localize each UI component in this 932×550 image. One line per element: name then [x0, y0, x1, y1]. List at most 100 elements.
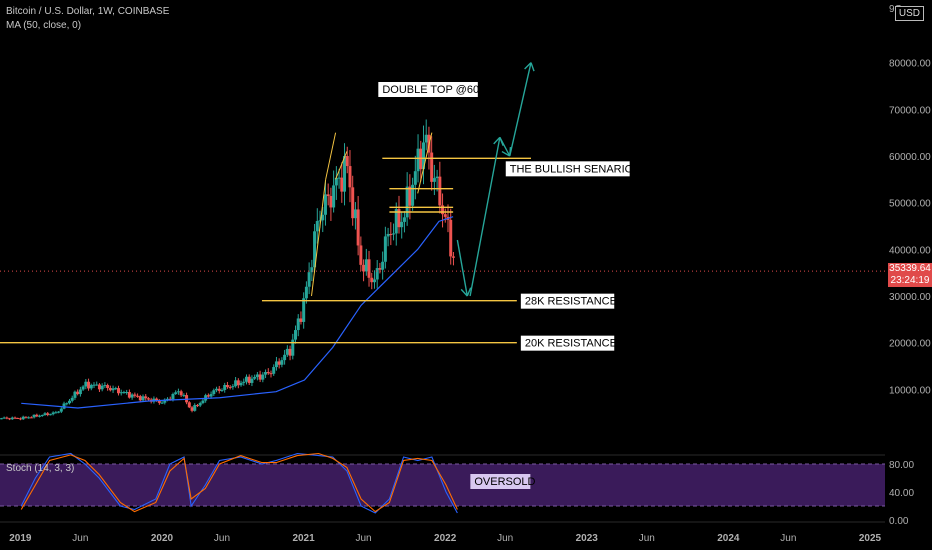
candle-body — [73, 391, 77, 398]
price-tick-label: 50000.00 — [889, 199, 931, 210]
candle-body — [220, 389, 224, 391]
candle-body — [119, 392, 123, 394]
candle-body — [138, 396, 142, 401]
time-tick-label: 2022 — [434, 533, 457, 544]
oversold-label: OVERSOLD — [474, 476, 535, 488]
scenario-arrow — [499, 137, 511, 157]
resistance-label-bg — [520, 293, 615, 309]
candle-body — [78, 389, 82, 395]
candle-body — [32, 414, 36, 418]
candle-body — [217, 388, 221, 391]
candle-body — [334, 177, 338, 186]
candle-body — [21, 416, 25, 420]
candle-body — [258, 374, 262, 380]
candle-body — [187, 402, 191, 408]
candle-body — [92, 384, 96, 386]
bullish-scenario-label-bg — [505, 161, 630, 177]
candle-body — [176, 391, 180, 393]
candle-body — [127, 392, 131, 398]
candle-body — [272, 367, 276, 374]
candle-body — [125, 392, 129, 394]
candle-body — [247, 376, 251, 383]
candle-body — [239, 382, 243, 386]
candle-body — [171, 394, 175, 400]
candle-body — [62, 403, 66, 409]
candle-body — [315, 221, 319, 232]
candle-body — [280, 360, 284, 365]
candle-body — [261, 374, 265, 380]
candle-body — [288, 348, 292, 356]
scenario-arrow-head — [530, 62, 535, 72]
currency-badge[interactable]: USD — [894, 6, 924, 21]
time-tick-label: Jun — [639, 533, 655, 544]
candle-body — [351, 187, 355, 219]
candle-body — [174, 392, 178, 395]
resistance-label-bg — [520, 335, 615, 351]
candle-body — [57, 411, 61, 413]
candle-body — [48, 414, 52, 416]
candle-body — [146, 398, 150, 400]
candle-body — [375, 268, 379, 280]
candle-body — [179, 391, 183, 396]
candle-body — [291, 339, 295, 356]
candle-body — [343, 156, 347, 192]
candle-body — [408, 186, 412, 206]
candle-body — [67, 400, 71, 404]
candle-body — [348, 166, 352, 188]
candle-body — [345, 156, 349, 167]
candle-body — [372, 279, 376, 283]
candle-body — [332, 185, 336, 208]
candle-body — [133, 394, 137, 396]
candle-body — [255, 374, 259, 377]
candle-body — [359, 245, 363, 265]
price-tick-label: 20000.00 — [889, 339, 931, 350]
scenario-arrow-head — [466, 287, 472, 297]
candle-body — [402, 217, 406, 222]
candle-body — [8, 418, 12, 420]
candle-body — [206, 395, 210, 397]
oversold-label-bg — [470, 474, 531, 489]
ma-legend: MA (50, close, 0) — [6, 20, 82, 31]
candle-body — [424, 134, 428, 143]
candle-body — [253, 376, 257, 379]
stoch-d-line — [20, 452, 458, 513]
candle-body — [430, 152, 434, 182]
candle-body — [381, 261, 385, 270]
candle-body — [244, 376, 248, 382]
candle-body — [269, 373, 273, 375]
candle-body — [383, 236, 387, 262]
time-tick-label: 2020 — [151, 533, 174, 544]
candle-body — [231, 386, 235, 388]
candle-body — [136, 395, 140, 397]
candle-body — [340, 177, 344, 192]
candle-body — [432, 178, 436, 182]
candle-body — [166, 398, 170, 400]
candle-body — [307, 272, 311, 287]
scenario-arrow — [509, 62, 532, 157]
candle-body — [367, 259, 371, 278]
time-tick-label: Jun — [497, 533, 513, 544]
stoch-tick-label: 80.00 — [889, 460, 914, 471]
scenario-arrow-head — [524, 62, 532, 70]
candle-body — [353, 209, 357, 219]
candle-body — [397, 209, 401, 228]
candle-body — [97, 384, 101, 390]
candle-body — [160, 402, 164, 404]
candle-body — [182, 395, 186, 397]
candle-body — [198, 403, 202, 406]
time-tick-label: Jun — [214, 533, 230, 544]
candle-body — [337, 177, 341, 179]
candle-body — [155, 398, 159, 401]
candles — [0, 119, 455, 421]
candle-body — [296, 318, 300, 331]
candle-body — [168, 398, 172, 400]
candle-body — [310, 267, 314, 273]
price-tick-label: 80000.00 — [889, 59, 931, 70]
candle-body — [321, 214, 325, 221]
candle-body — [326, 194, 330, 197]
candle-body — [27, 417, 31, 419]
candle-body — [416, 148, 420, 172]
candle-body — [59, 408, 63, 412]
